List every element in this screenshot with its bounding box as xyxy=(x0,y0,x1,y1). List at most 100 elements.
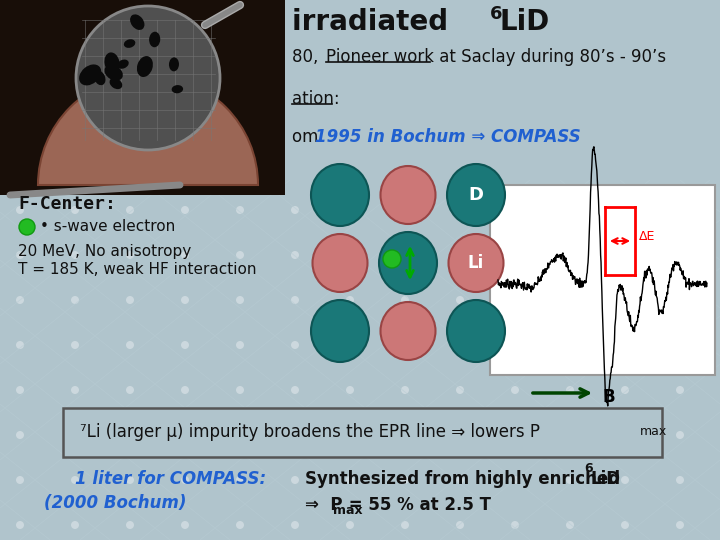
Text: (2000 Bochum): (2000 Bochum) xyxy=(44,494,186,512)
Circle shape xyxy=(621,341,629,349)
Text: 20 MeV, No anisotropy: 20 MeV, No anisotropy xyxy=(18,244,192,259)
Circle shape xyxy=(456,521,464,529)
Circle shape xyxy=(16,431,24,439)
Circle shape xyxy=(291,521,299,529)
Ellipse shape xyxy=(447,300,505,362)
Circle shape xyxy=(456,476,464,484)
Circle shape xyxy=(676,296,684,304)
Circle shape xyxy=(676,431,684,439)
Circle shape xyxy=(181,341,189,349)
Circle shape xyxy=(511,431,519,439)
Ellipse shape xyxy=(312,234,367,292)
Circle shape xyxy=(676,251,684,259)
Circle shape xyxy=(676,386,684,394)
Circle shape xyxy=(456,206,464,214)
Circle shape xyxy=(71,476,79,484)
Ellipse shape xyxy=(124,39,135,48)
Text: 6: 6 xyxy=(490,5,503,23)
Circle shape xyxy=(236,521,244,529)
Ellipse shape xyxy=(117,59,129,69)
Circle shape xyxy=(346,521,354,529)
Circle shape xyxy=(566,431,574,439)
Ellipse shape xyxy=(104,52,120,73)
Circle shape xyxy=(346,476,354,484)
Ellipse shape xyxy=(149,32,161,48)
Circle shape xyxy=(676,206,684,214)
Text: om: om xyxy=(292,128,323,146)
Circle shape xyxy=(236,386,244,394)
Circle shape xyxy=(236,296,244,304)
Ellipse shape xyxy=(130,15,145,30)
Text: 1 liter for COMPASS:: 1 liter for COMPASS: xyxy=(75,470,266,488)
Text: 6: 6 xyxy=(584,462,593,475)
Text: max: max xyxy=(333,504,363,517)
Circle shape xyxy=(456,386,464,394)
Circle shape xyxy=(126,206,134,214)
Circle shape xyxy=(621,386,629,394)
Text: T = 185 K, weak HF interaction: T = 185 K, weak HF interaction xyxy=(18,262,256,277)
Circle shape xyxy=(511,206,519,214)
Circle shape xyxy=(401,521,409,529)
FancyBboxPatch shape xyxy=(0,0,285,195)
Circle shape xyxy=(566,386,574,394)
Circle shape xyxy=(291,431,299,439)
Circle shape xyxy=(19,219,35,235)
Ellipse shape xyxy=(449,234,503,292)
Circle shape xyxy=(236,341,244,349)
Circle shape xyxy=(621,206,629,214)
Ellipse shape xyxy=(109,78,122,89)
Text: at Saclay during 80’s - 90’s: at Saclay during 80’s - 90’s xyxy=(434,48,666,66)
Circle shape xyxy=(16,341,24,349)
Circle shape xyxy=(676,521,684,529)
Circle shape xyxy=(401,206,409,214)
Circle shape xyxy=(621,296,629,304)
Circle shape xyxy=(71,386,79,394)
Circle shape xyxy=(71,521,79,529)
Circle shape xyxy=(16,476,24,484)
Ellipse shape xyxy=(94,71,106,85)
Ellipse shape xyxy=(79,64,102,85)
Circle shape xyxy=(511,386,519,394)
Text: LiD: LiD xyxy=(591,470,621,488)
Circle shape xyxy=(16,521,24,529)
Text: 80,: 80, xyxy=(292,48,329,66)
Circle shape xyxy=(76,6,220,150)
Circle shape xyxy=(126,251,134,259)
Circle shape xyxy=(126,521,134,529)
Circle shape xyxy=(456,296,464,304)
Circle shape xyxy=(621,251,629,259)
Circle shape xyxy=(181,251,189,259)
Circle shape xyxy=(181,431,189,439)
Circle shape xyxy=(71,251,79,259)
Circle shape xyxy=(291,476,299,484)
Circle shape xyxy=(401,341,409,349)
Circle shape xyxy=(383,250,401,268)
Circle shape xyxy=(71,341,79,349)
Ellipse shape xyxy=(169,57,179,71)
Circle shape xyxy=(346,206,354,214)
Circle shape xyxy=(401,431,409,439)
Circle shape xyxy=(236,476,244,484)
Circle shape xyxy=(456,251,464,259)
Circle shape xyxy=(346,296,354,304)
Circle shape xyxy=(236,431,244,439)
Circle shape xyxy=(511,296,519,304)
Text: 1995 in Bochum ⇒ COMPASS: 1995 in Bochum ⇒ COMPASS xyxy=(315,128,581,146)
Circle shape xyxy=(566,251,574,259)
Circle shape xyxy=(621,476,629,484)
Circle shape xyxy=(181,521,189,529)
Circle shape xyxy=(126,296,134,304)
Circle shape xyxy=(401,386,409,394)
FancyBboxPatch shape xyxy=(63,408,662,457)
Wedge shape xyxy=(38,75,258,185)
Circle shape xyxy=(126,476,134,484)
Text: ⇒  P: ⇒ P xyxy=(305,496,343,514)
Circle shape xyxy=(71,296,79,304)
Text: Li: Li xyxy=(468,254,484,272)
Circle shape xyxy=(291,206,299,214)
Circle shape xyxy=(676,476,684,484)
Circle shape xyxy=(16,251,24,259)
Circle shape xyxy=(511,341,519,349)
Text: F-Center:: F-Center: xyxy=(18,195,116,213)
Circle shape xyxy=(181,386,189,394)
